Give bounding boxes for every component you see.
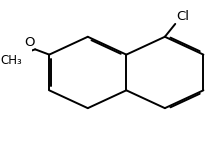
Text: CH₃: CH₃ bbox=[0, 55, 22, 67]
Text: Cl: Cl bbox=[176, 10, 189, 23]
Text: O: O bbox=[24, 36, 35, 49]
